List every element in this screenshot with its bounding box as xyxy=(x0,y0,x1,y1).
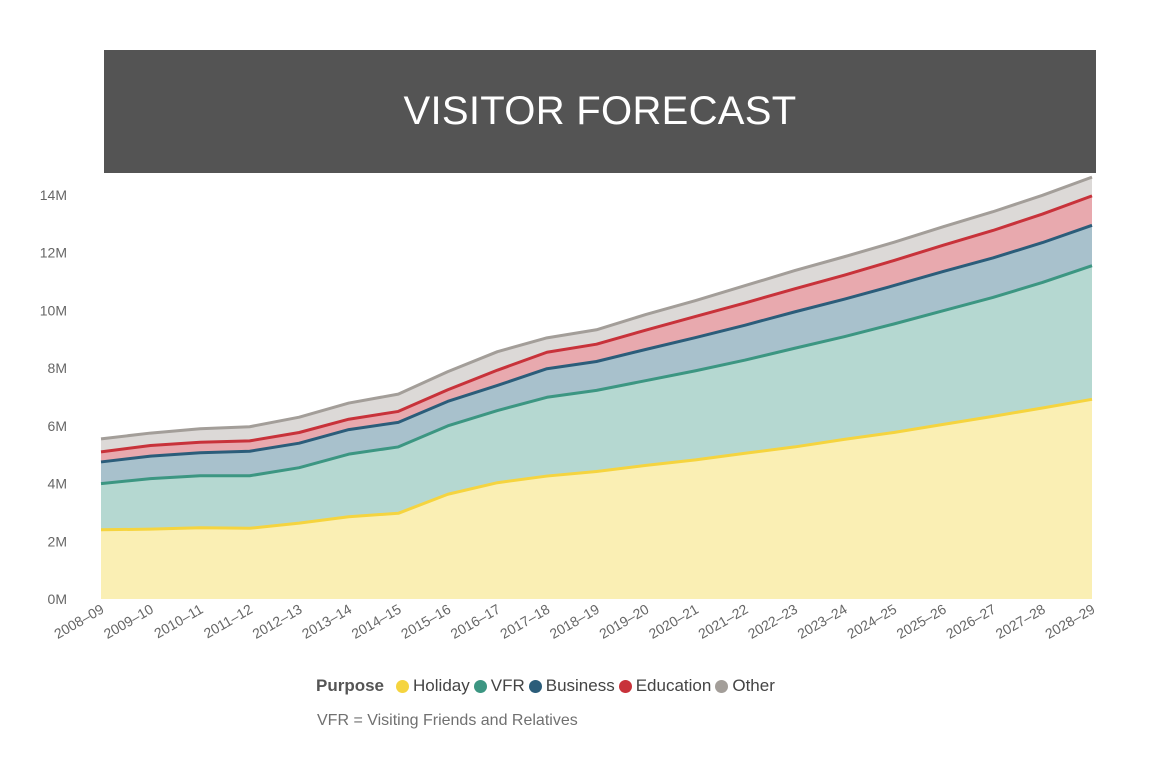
y-tick-label: 0M xyxy=(48,591,67,607)
legend-title: Purpose xyxy=(316,676,385,695)
legend-dot-holiday-icon xyxy=(396,679,410,693)
y-tick-label: 2M xyxy=(48,533,67,549)
legend-label-other: Other xyxy=(732,676,775,695)
x-tick-label: 2021–22 xyxy=(695,601,750,642)
x-tick-label: 2013–14 xyxy=(299,601,354,642)
x-tick-label: 2020–21 xyxy=(646,601,701,642)
legend-dot-vfr-icon xyxy=(473,679,487,693)
chart-legend: Purpose Holiday VFR Business Education O… xyxy=(316,676,779,696)
line-business xyxy=(100,223,1093,464)
x-tick-label: 2015–16 xyxy=(398,601,453,642)
chart-footnote: VFR = Visiting Friends and Relatives xyxy=(317,712,578,729)
y-tick-label: 12M xyxy=(40,245,67,261)
x-tick-label: 2026–27 xyxy=(943,601,998,642)
legend-item-education[interactable]: Education xyxy=(618,676,712,696)
y-tick-label: 10M xyxy=(40,302,67,318)
x-tick-label: 2022–23 xyxy=(745,601,800,642)
legend-dot-business-icon xyxy=(528,679,542,693)
line-vfr xyxy=(100,264,1093,486)
legend-item-holiday[interactable]: Holiday xyxy=(396,676,470,696)
x-tick-label: 2017–18 xyxy=(497,601,552,642)
legend-item-business[interactable]: Business xyxy=(528,676,615,696)
x-tick-label: 2023–24 xyxy=(795,601,850,642)
x-tick-label: 2018–19 xyxy=(547,601,602,642)
area-vfr xyxy=(101,265,1092,530)
y-tick-label: 14M xyxy=(40,187,67,203)
x-tick-label: 2025–26 xyxy=(894,601,949,642)
legend-dot-education-icon xyxy=(618,679,632,693)
x-tick-label: 2024–25 xyxy=(844,601,899,642)
x-tick-label: 2012–13 xyxy=(249,601,304,642)
legend-item-other[interactable]: Other xyxy=(715,676,775,696)
chart-title-bar: VISITOR FORECAST xyxy=(104,50,1096,173)
legend-label-education: Education xyxy=(635,676,712,695)
line-education xyxy=(100,194,1093,454)
legend-label-vfr: VFR xyxy=(490,676,525,695)
legend-item-vfr[interactable]: VFR xyxy=(473,676,525,696)
x-tick-label: 2010–11 xyxy=(151,601,205,642)
x-tick-label: 2016–17 xyxy=(448,601,503,642)
line-holiday xyxy=(100,397,1093,532)
x-tick-label: 2027–28 xyxy=(993,601,1048,642)
x-tick-label: 2009–10 xyxy=(101,601,156,642)
x-tick-label: 2019–20 xyxy=(596,601,651,642)
y-tick-label: 6M xyxy=(48,418,67,434)
x-tick-label: 2028–29 xyxy=(1042,601,1097,642)
area-business xyxy=(101,225,1092,484)
x-tick-label: 2011–12 xyxy=(201,601,255,642)
legend-label-business: Business xyxy=(545,676,615,695)
y-tick-label: 8M xyxy=(48,360,67,376)
legend-label-holiday: Holiday xyxy=(413,676,470,695)
chart-title: VISITOR FORECAST xyxy=(403,89,797,133)
x-tick-label: 2014–15 xyxy=(349,601,404,642)
y-tick-label: 4M xyxy=(48,476,67,492)
legend-dot-other-icon xyxy=(715,679,729,693)
area-holiday xyxy=(101,399,1092,599)
line-other xyxy=(100,175,1093,441)
